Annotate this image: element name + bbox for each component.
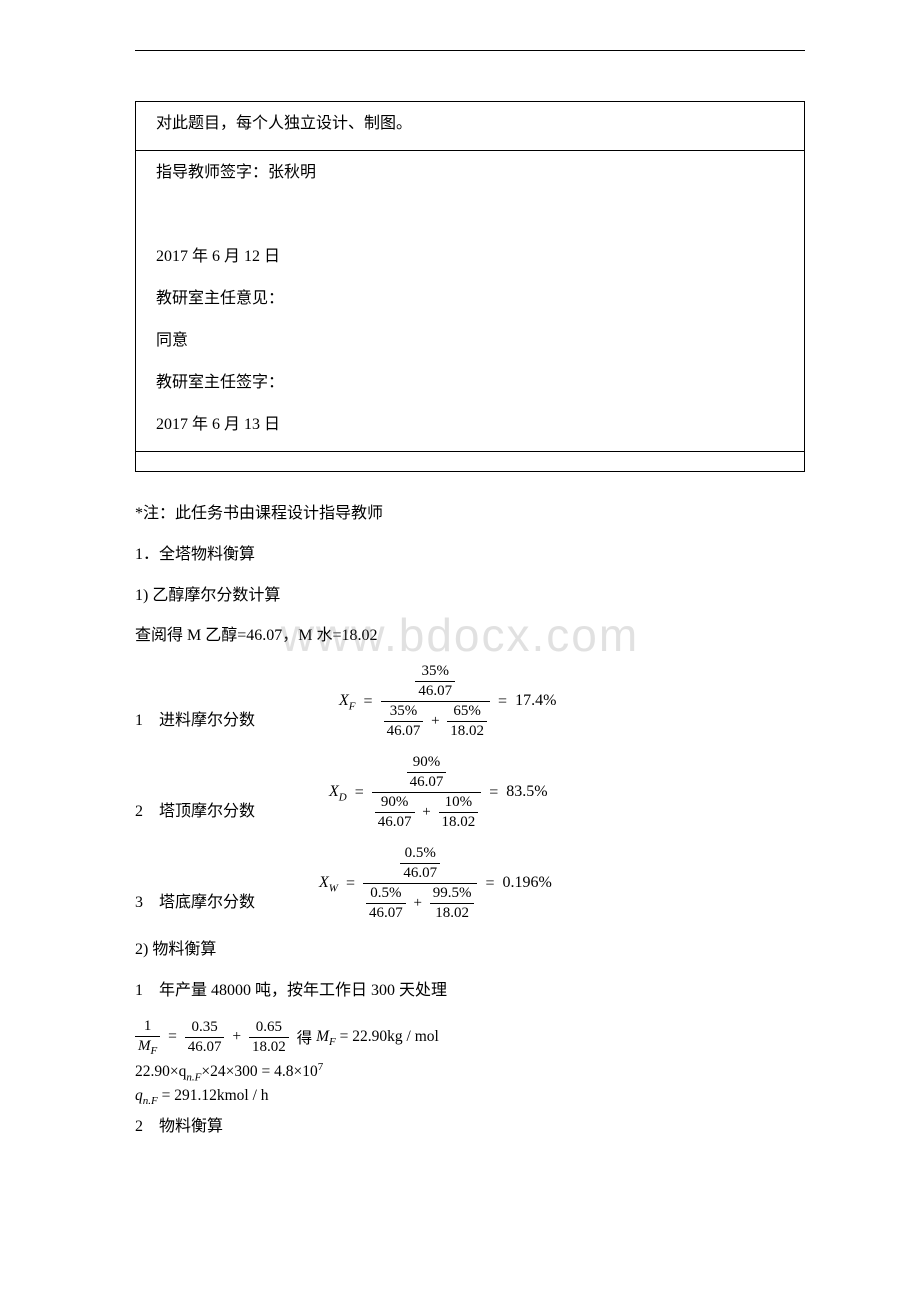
equation-mf-line2: 22.90×qn.F×24×300 = 4.8×107 — [135, 1061, 805, 1083]
section-1-2-heading: 2) 物料衡算 — [135, 936, 805, 965]
eq-xf-top-d: 46.07 — [415, 682, 455, 700]
eq-xd-b2d: 18.02 — [439, 813, 479, 831]
equation-xd-row: 2 塔顶摩尔分数 XD = 90% 46.07 90% 46.07 + — [135, 754, 805, 831]
molar-mass-lookup: 查阅得 M 乙醇=46.07，M 水=18.02 — [135, 622, 805, 651]
eq-xw-label: 3 塔底摩尔分数 — [135, 889, 255, 922]
eq-xd-b2n: 10% — [439, 794, 479, 813]
main-content: *注：此任务书由课程设计指导教师 1．全塔物料衡算 1) 乙醇摩尔分数计算 查阅… — [135, 500, 805, 1142]
eq4c-res: = 291.12kmol / h — [158, 1087, 269, 1104]
eq-xw-top-d: 46.07 — [400, 864, 440, 882]
eq-xf-sub: F — [349, 701, 356, 713]
eq-xw-result: 0.196% — [503, 874, 552, 891]
eq-xw-b1n: 0.5% — [366, 885, 406, 904]
eq4-eq: = — [164, 1028, 185, 1045]
section-1-1-heading: 1) 乙醇摩尔分数计算 — [135, 582, 805, 611]
eq-xd-formula: XD = 90% 46.07 90% 46.07 + 10% — [329, 754, 548, 831]
section-1-heading: 1．全塔物料衡算 — [135, 541, 805, 570]
eq-xd-sub: D — [339, 792, 347, 804]
eq4-aden: 46.07 — [185, 1038, 225, 1056]
eq4c-sub: n.F — [143, 1095, 158, 1107]
dept-date: 2017 年 6 月 13 日 — [156, 413, 784, 437]
instructor-date: 2017 年 6 月 12 日 — [156, 245, 784, 269]
dept-opinion-label: 教研室主任意见： — [156, 287, 784, 311]
equation-mf-line3: qn.F = 291.12kmol / h — [135, 1087, 805, 1107]
eq-xf-b1n: 35% — [384, 703, 424, 722]
eq4b-sub: n.F — [186, 1071, 201, 1083]
eq4b-tail: ×24×300 = 4.8×10 — [201, 1063, 317, 1080]
eq4-plus: + — [228, 1028, 249, 1045]
eq-xf-b1d: 46.07 — [384, 722, 424, 740]
eq-xw-formula: XW = 0.5% 46.07 0.5% 46.07 + 99.5% — [319, 845, 552, 922]
eq4c-var: q — [135, 1087, 143, 1104]
eq4-anum: 0.35 — [185, 1019, 225, 1038]
eq-xd-top-d: 46.07 — [407, 773, 447, 791]
eq-xw-b2d: 18.02 — [430, 904, 475, 922]
eq-xw-sub: W — [329, 883, 338, 895]
instructor-sign: 指导教师签字：张秋明 — [156, 161, 784, 185]
eq4-bden: 18.02 — [249, 1038, 289, 1056]
eq-xw-b2n: 99.5% — [430, 885, 475, 904]
section-2-1-text: 1 年产量 48000 吨，按年工作日 300 天处理 — [135, 977, 805, 1006]
dept-opinion-agree: 同意 — [156, 329, 784, 353]
eq-xd-label: 2 塔顶摩尔分数 — [135, 798, 255, 831]
eq-xw-var: X — [319, 874, 329, 891]
eq4-mres: = 22.90kg / mol — [336, 1028, 439, 1045]
eq-xf-b2d: 18.02 — [447, 722, 487, 740]
eq4-bnum: 0.65 — [249, 1019, 289, 1038]
table-row-3-empty — [136, 452, 805, 472]
eq-xw-b1d: 46.07 — [366, 904, 406, 922]
eq-xf-b2n: 65% — [447, 703, 487, 722]
equation-mf-block: 1 MF = 0.35 46.07 + 0.65 18.02 得MF = 22.… — [135, 1018, 805, 1107]
eq-xf-result: 17.4% — [515, 692, 556, 709]
table-row-2: 指导教师签字：张秋明 2017 年 6 月 12 日 教研室主任意见： 同意 教… — [136, 151, 805, 452]
eq4-mvar: M — [316, 1028, 329, 1045]
eq-xd-top-n: 90% — [407, 754, 447, 773]
eq4-tail-cn: 得 — [293, 1030, 317, 1047]
dept-head-sign: 教研室主任签字： — [156, 371, 784, 395]
approval-table: 对此题目，每个人独立设计、制图。 指导教师签字：张秋明 2017 年 6 月 1… — [135, 101, 805, 472]
equation-mf-line1: 1 MF = 0.35 46.07 + 0.65 18.02 得MF = 22.… — [135, 1018, 805, 1057]
section-2-2-text: 2 物料衡算 — [135, 1113, 805, 1142]
eq-xf-top-n: 35% — [415, 663, 455, 682]
eq-xw-top-n: 0.5% — [400, 845, 440, 864]
eq-xf-var: X — [339, 692, 349, 709]
eq-xf-formula: XF = 35% 46.07 35% 46.07 + 65% — [339, 663, 556, 740]
eq4b-head: 22.90×q — [135, 1063, 186, 1080]
equation-xw-row: 3 塔底摩尔分数 XW = 0.5% 46.07 0.5% 46.07 + — [135, 845, 805, 922]
eq-xd-result: 83.5% — [506, 783, 547, 800]
independent-design-note: 对此题目，每个人独立设计、制图。 — [156, 115, 412, 132]
footnote: *注：此任务书由课程设计指导教师 — [135, 500, 805, 529]
eq-xf-label: 1 进料摩尔分数 — [135, 707, 255, 740]
eq4b-sup: 7 — [318, 1061, 324, 1073]
eq4-lsub: F — [151, 1045, 158, 1057]
eq-xd-b1d: 46.07 — [375, 813, 415, 831]
table-row-1: 对此题目，每个人独立设计、制图。 — [136, 102, 805, 151]
eq4-lnum: 1 — [135, 1018, 160, 1037]
eq4-lden: M — [138, 1038, 151, 1054]
top-rule — [135, 50, 805, 51]
equation-xf-row: 1 进料摩尔分数 XF = 35% 46.07 35% 46.07 + — [135, 663, 805, 740]
eq4-msub: F — [329, 1036, 336, 1048]
eq-xd-b1n: 90% — [375, 794, 415, 813]
eq-xd-var: X — [329, 783, 339, 800]
